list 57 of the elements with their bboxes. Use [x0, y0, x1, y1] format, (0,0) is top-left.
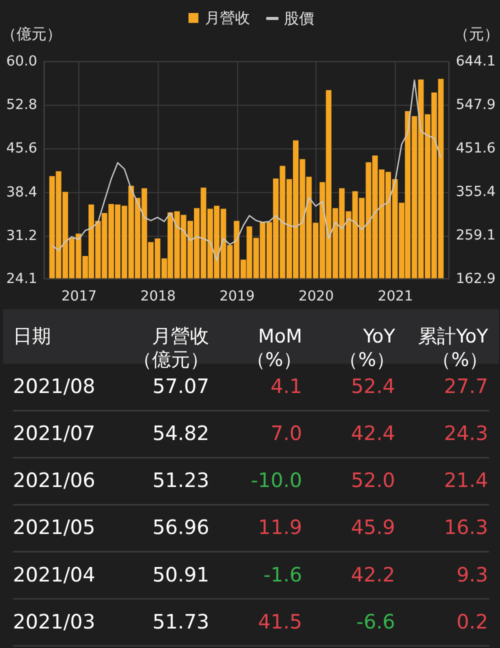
x-tick-label: 2017: [61, 288, 97, 305]
category-label: MoM （%）: [246, 326, 302, 372]
x-tick-label: 2018: [140, 288, 176, 305]
text: 54.82: [152, 422, 210, 446]
y2-tick-label: 162.9: [456, 270, 496, 287]
text: 0.2: [456, 610, 488, 634]
text: -10.0: [250, 469, 302, 492]
text: 4.1: [270, 375, 302, 398]
text: -1.6: [263, 563, 302, 586]
category-label: 2021/04: [12, 563, 96, 586]
y2-tick-label: 355.4: [456, 184, 496, 200]
text: 21.4: [444, 469, 488, 492]
y-axis-title: （億元）: [1, 24, 62, 43]
category-label: 2021/08: [12, 375, 96, 398]
y-tick-label: 38.4: [6, 184, 38, 200]
y2-tick-label: 259.1: [456, 227, 496, 244]
text: 45.9: [350, 516, 396, 540]
text: 52.4: [350, 375, 396, 398]
category-label: 2021/03: [12, 610, 96, 634]
text: 42.4: [350, 422, 396, 446]
text: 27.7: [444, 375, 488, 398]
y-tick-label: 52.8: [6, 97, 38, 114]
x-tick-label: 2020: [298, 288, 334, 305]
y-tick-label: 31.2: [6, 228, 38, 244]
text: 51.73: [152, 610, 210, 634]
y2-tick-label: 451.6: [456, 140, 496, 157]
y2-tick-label: 547.9: [456, 97, 496, 114]
text: 50.91: [152, 563, 210, 586]
x-tick-label: 2019: [219, 288, 255, 305]
x-tick-label: 2021: [378, 288, 414, 305]
y2-axis-title: （元）: [454, 24, 500, 43]
text: 56.96: [152, 516, 210, 540]
text: 7.0: [270, 422, 302, 446]
line-series: [51, 79, 442, 261]
text: 41.5: [258, 610, 302, 634]
legend-label: 月營收: [204, 8, 250, 27]
category-label: 月營收（億元）: [133, 326, 210, 372]
y-tick-label: 24.1: [6, 270, 38, 287]
text: 57.07: [152, 375, 210, 398]
text: 16.3: [444, 516, 488, 540]
category-label: 2021/05: [12, 516, 96, 540]
text: -6.6: [356, 610, 396, 634]
category-label: 累計YoY （%）: [418, 326, 489, 372]
category-label: 2021/06: [12, 469, 96, 492]
text: 42.2: [350, 563, 396, 586]
text: 51.23: [152, 469, 210, 492]
y2-tick-label: 644.1: [456, 54, 496, 70]
text: 9.3: [456, 563, 488, 586]
text: 日期: [12, 326, 51, 348]
y-tick-label: 60.0: [6, 54, 38, 70]
category-label: 2021/07: [12, 422, 96, 446]
text: 11.9: [258, 516, 302, 540]
text: 24.3: [444, 422, 488, 446]
y-tick-label: 45.6: [6, 140, 38, 157]
legend-label: 股價: [284, 9, 314, 28]
text: 52.0: [350, 469, 396, 492]
category-label: YoY （%）: [339, 326, 396, 372]
